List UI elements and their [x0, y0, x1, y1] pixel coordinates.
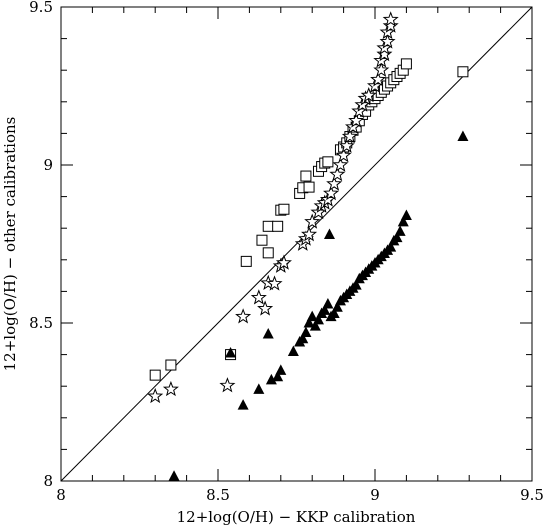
- star-marker: [162, 380, 179, 397]
- triangle-marker: [323, 228, 335, 240]
- star-marker: [304, 213, 321, 229]
- triangle-marker: [168, 470, 180, 481]
- square-marker: [278, 203, 290, 215]
- star-marker: [379, 33, 396, 49]
- square-marker: [262, 247, 274, 259]
- square-marker: [322, 156, 334, 168]
- star-marker: [235, 308, 252, 324]
- star-marker: [332, 156, 349, 172]
- triangle-marker: [312, 313, 324, 325]
- star-marker: [348, 112, 365, 128]
- triangle-marker: [391, 231, 403, 243]
- star-marker: [266, 275, 283, 291]
- x-axis-label: 12+log(O/H) − KKP calibration: [177, 508, 416, 526]
- square-marker: [240, 255, 252, 267]
- star-marker: [360, 87, 377, 103]
- star-marker: [326, 175, 343, 191]
- triangle-marker: [300, 326, 312, 337]
- triangle-marker: [225, 347, 237, 358]
- star-marker: [323, 185, 340, 201]
- triangle-marker: [397, 215, 409, 227]
- square-marker: [300, 170, 312, 182]
- star-marker: [219, 377, 236, 393]
- triangle-marker: [394, 225, 406, 236]
- plot-frame: [60, 6, 533, 482]
- star-marker: [329, 166, 346, 182]
- triangle-marker: [319, 304, 331, 315]
- triangle-marker: [303, 317, 315, 328]
- star-marker: [373, 61, 390, 78]
- triangle-marker: [309, 320, 321, 331]
- y-tick-label: 8: [43, 472, 53, 490]
- triangle-marker: [297, 332, 309, 344]
- triangle-marker: [253, 383, 265, 394]
- axis-ticks: [60, 6, 533, 482]
- square-marker: [400, 58, 412, 70]
- triangle-marker: [350, 279, 362, 290]
- star-marker: [250, 289, 267, 305]
- triangle-marker: [385, 241, 397, 252]
- star-marker: [147, 387, 164, 404]
- star-marker: [338, 137, 355, 153]
- triangle-marker: [400, 209, 412, 221]
- triangle-marker: [275, 364, 287, 375]
- star-marker: [341, 128, 358, 144]
- square-marker: [303, 181, 315, 193]
- square-marker: [272, 220, 284, 232]
- star-marker: [370, 71, 387, 87]
- triangle-marker: [287, 345, 299, 356]
- triangle-marker: [265, 373, 277, 385]
- triangle-marker: [331, 301, 343, 312]
- triangle-marker: [457, 130, 469, 142]
- triangle-marker: [272, 370, 284, 382]
- y-tick-label: 8.5: [29, 314, 53, 332]
- one-to-one-line: [60, 6, 533, 482]
- x-tick-label: 8: [56, 486, 66, 504]
- square-marker: [149, 369, 161, 381]
- triangle-marker: [237, 399, 249, 410]
- star-marker: [382, 17, 399, 33]
- x-tick-label: 9: [370, 486, 380, 504]
- x-tick-label: 8.5: [206, 486, 230, 504]
- square-marker: [165, 359, 177, 371]
- square-marker: [262, 220, 274, 232]
- triangle-marker: [306, 310, 318, 322]
- star-marker: [376, 45, 393, 62]
- star-marker: [301, 226, 318, 242]
- triangle-marker: [262, 328, 274, 339]
- y-tick-label: 9: [43, 156, 53, 174]
- square-marker: [256, 234, 268, 246]
- triangle-marker: [322, 298, 334, 309]
- y-axis-label: 12+log(O/H) − other calibrations: [1, 117, 19, 372]
- star-marker: [382, 11, 399, 27]
- star-marker: [257, 300, 274, 316]
- x-tick-label: 9.5: [520, 486, 544, 504]
- tick-labels: 8 8.5 9 9.5 8 8.5 9 9.5: [29, 0, 544, 504]
- triangle-marker: [328, 307, 340, 319]
- star-marker: [335, 147, 352, 163]
- y-tick-label: 9.5: [29, 0, 53, 16]
- square-marker: [457, 66, 469, 78]
- data-points: [147, 11, 469, 481]
- star-marker: [275, 254, 292, 270]
